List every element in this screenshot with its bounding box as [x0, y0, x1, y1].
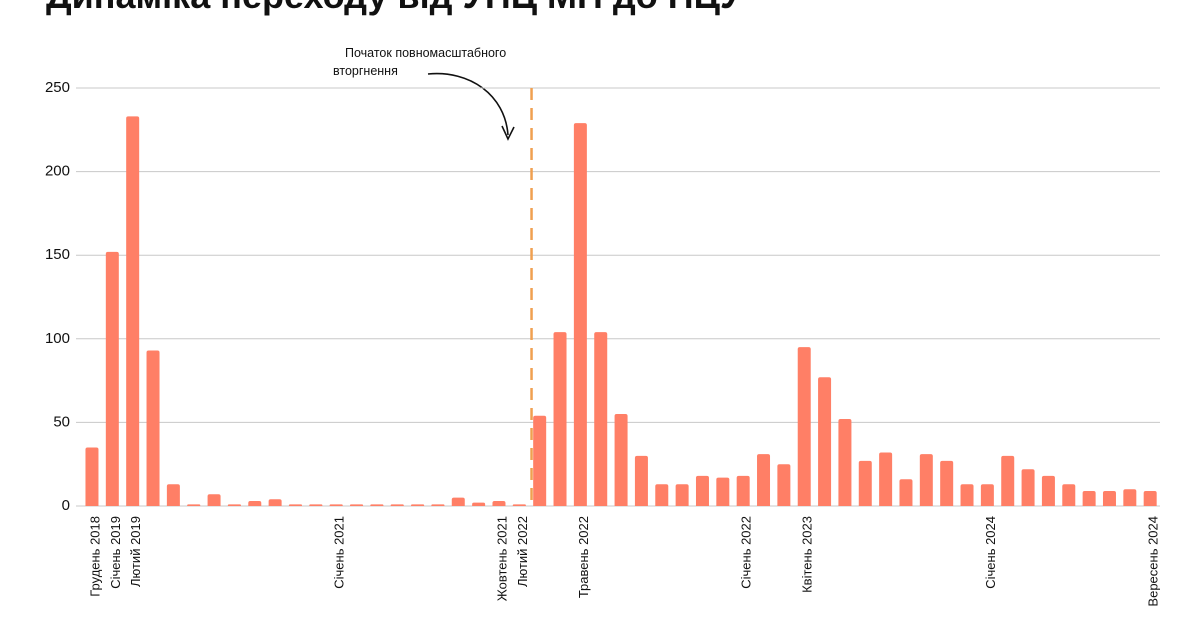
y-tick-label: 150	[45, 246, 70, 263]
bar	[980, 484, 994, 506]
x-tick-label: Грудень 2018	[87, 516, 102, 597]
x-tick-label: Квітень 2023	[800, 516, 815, 593]
annotation-text: Початок повномасштабного	[345, 46, 506, 60]
bar	[166, 484, 180, 506]
bar	[187, 504, 201, 506]
bar	[614, 414, 628, 506]
bar	[492, 500, 506, 506]
x-tick-label: Січень 2022	[739, 516, 754, 589]
bar	[1062, 484, 1076, 506]
bar	[573, 123, 587, 506]
bar	[411, 504, 425, 506]
bar	[370, 504, 384, 506]
x-tick-label: Січень 2019	[108, 516, 123, 589]
bar	[879, 452, 893, 506]
bar	[899, 479, 913, 506]
bar	[919, 454, 933, 506]
bar	[777, 464, 791, 506]
bar	[655, 484, 669, 506]
bar	[1041, 475, 1055, 506]
bar	[451, 497, 465, 506]
x-tick-label: Січень 2024	[983, 516, 998, 589]
annotation-arrowhead	[501, 125, 515, 141]
bar	[472, 502, 486, 506]
y-tick-label: 50	[53, 413, 70, 430]
bar	[146, 350, 160, 506]
bar	[533, 415, 547, 506]
bar	[1102, 490, 1116, 506]
bar	[268, 499, 282, 506]
bar	[940, 460, 954, 506]
bar	[1143, 490, 1157, 506]
bar	[1082, 490, 1096, 506]
bar	[227, 504, 241, 506]
bar	[1001, 455, 1015, 506]
bar	[858, 460, 872, 506]
bar	[675, 484, 689, 506]
x-tick-label: Січень 2021	[332, 516, 347, 589]
bar	[797, 347, 811, 506]
chart-title: Динаміка переходу від УПЦ МП до ПЦУ	[46, 0, 743, 16]
bar	[329, 504, 343, 506]
bar	[818, 377, 832, 506]
y-tick-label: 200	[45, 163, 70, 180]
x-tick-label: Лютий 2019	[128, 516, 143, 587]
y-tick-label: 250	[45, 79, 70, 96]
bar	[350, 504, 364, 506]
bar	[248, 500, 262, 506]
bar	[736, 475, 750, 506]
bar	[105, 251, 119, 506]
bar	[695, 475, 709, 506]
bar	[594, 332, 608, 506]
bar	[1123, 489, 1137, 506]
bar	[634, 455, 648, 506]
bar	[553, 332, 567, 506]
bar	[309, 504, 323, 506]
x-tick-label: Жовтень 2021	[494, 516, 509, 601]
bar	[207, 494, 221, 506]
bar	[431, 504, 445, 506]
bar	[126, 116, 140, 506]
y-tick-label: 100	[45, 330, 70, 347]
annotation-text: вторгнення	[333, 64, 398, 78]
bar	[716, 477, 730, 506]
y-tick-label: 0	[62, 497, 70, 514]
annotation-arrow	[427, 72, 509, 136]
x-tick-label: Вересень 2024	[1146, 516, 1161, 607]
bar	[1021, 469, 1035, 506]
bar	[757, 454, 771, 506]
bar	[960, 484, 974, 506]
bar	[512, 504, 526, 506]
bar	[390, 504, 404, 506]
bar	[85, 447, 99, 506]
x-tick-label: Лютий 2022	[515, 516, 530, 587]
x-tick-label: Травень 2022	[576, 516, 591, 598]
bar	[838, 419, 852, 506]
bar	[288, 504, 302, 506]
